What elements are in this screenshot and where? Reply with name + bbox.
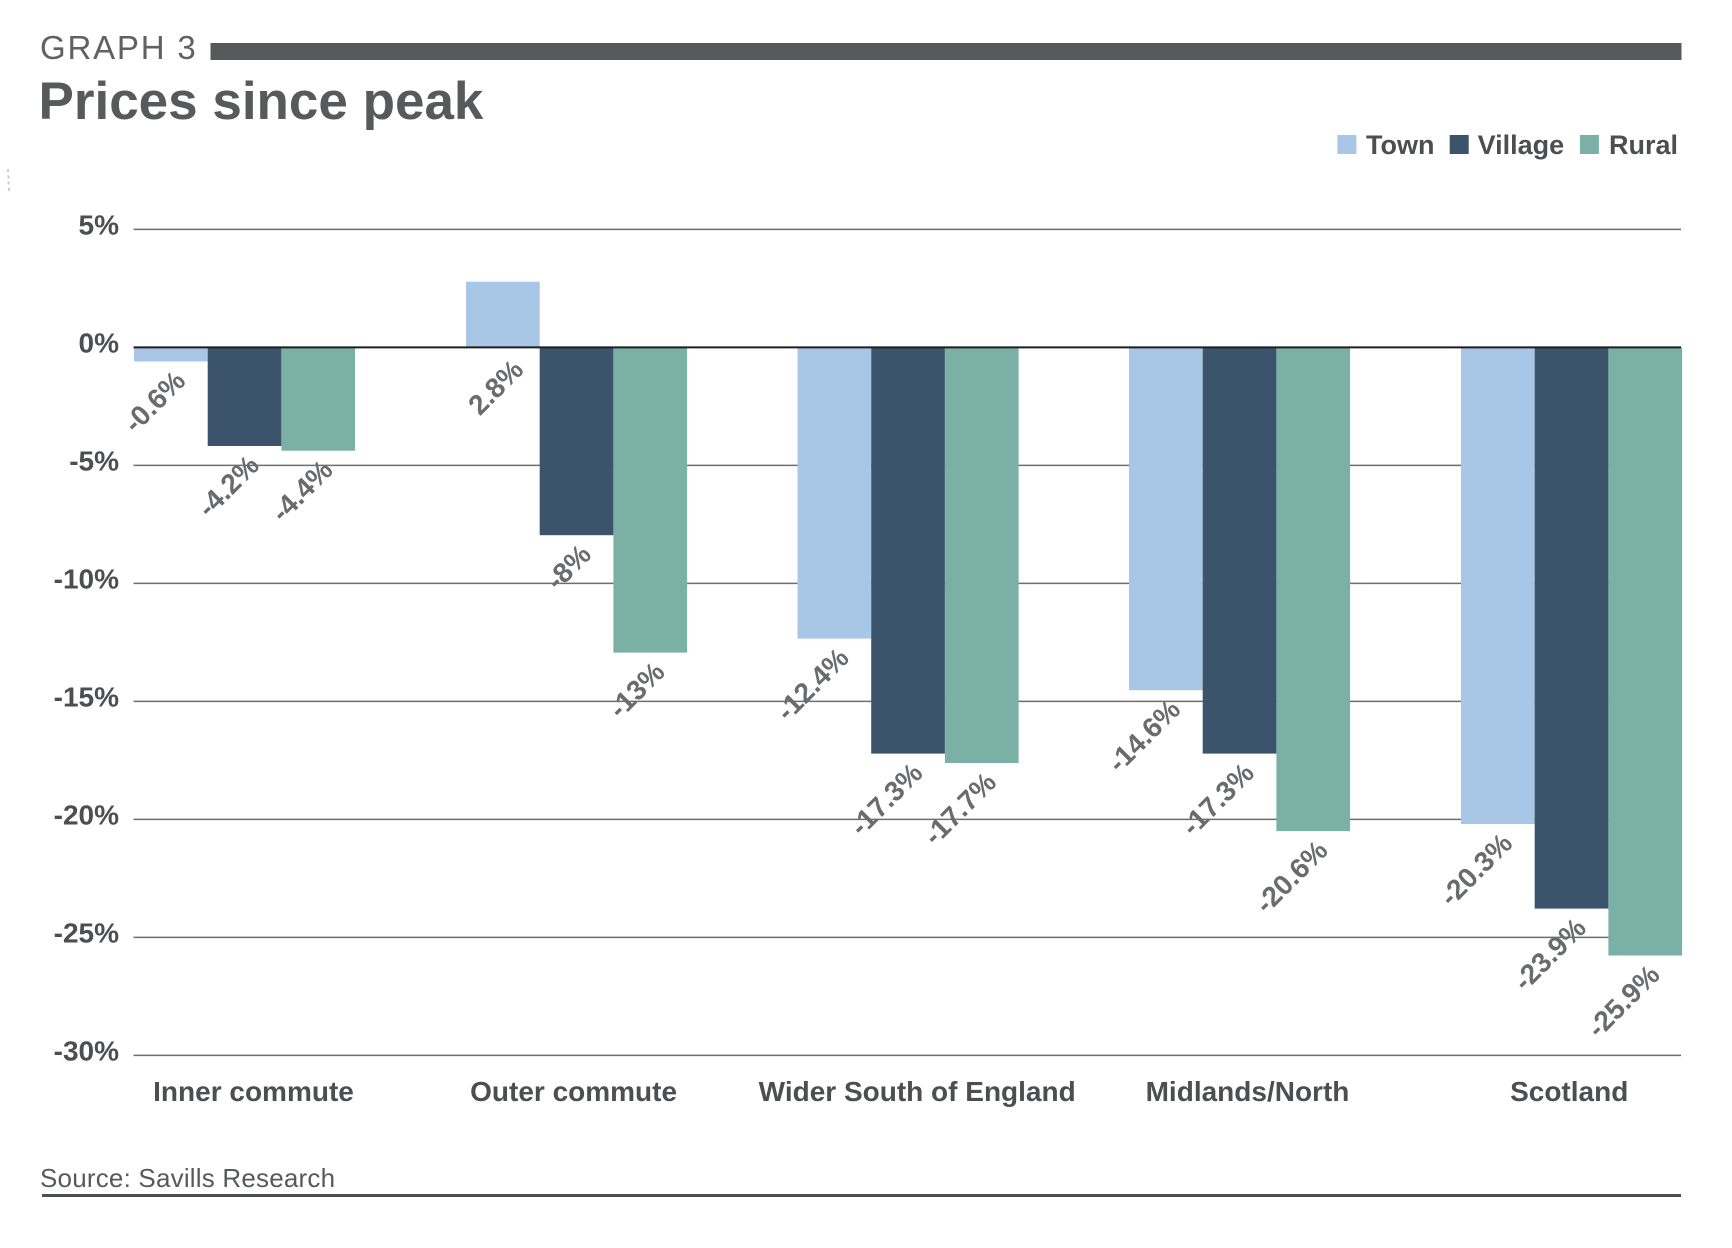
svg-text:-15%: -15% (54, 681, 119, 712)
svg-text:Source: Savills Research: Source: Savills Research (40, 1163, 335, 1193)
svg-text:0%: 0% (79, 327, 120, 358)
svg-text:GRAPH 3: GRAPH 3 (40, 29, 197, 66)
svg-text:-25%: -25% (54, 917, 119, 948)
svg-text:-30%: -30% (54, 1035, 119, 1066)
svg-text:Outer commute: Outer commute (470, 1076, 677, 1107)
svg-text:-5%: -5% (69, 445, 119, 476)
svg-text:Midlands/North: Midlands/North (1146, 1076, 1350, 1107)
svg-text:Scotland: Scotland (1510, 1076, 1628, 1107)
svg-text:Town: Town (1366, 130, 1434, 160)
svg-text:Prices since peak: Prices since peak (39, 72, 484, 131)
svg-text:-10%: -10% (54, 563, 119, 594)
svg-text:Inner commute: Inner commute (153, 1076, 354, 1107)
svg-text:Village: Village (1478, 130, 1565, 160)
svg-text:-20%: -20% (54, 799, 119, 830)
svg-text:5%: 5% (79, 209, 120, 240)
svg-text:Wider South of England: Wider South of England (759, 1076, 1076, 1107)
svg-text:Rural: Rural (1609, 130, 1678, 160)
